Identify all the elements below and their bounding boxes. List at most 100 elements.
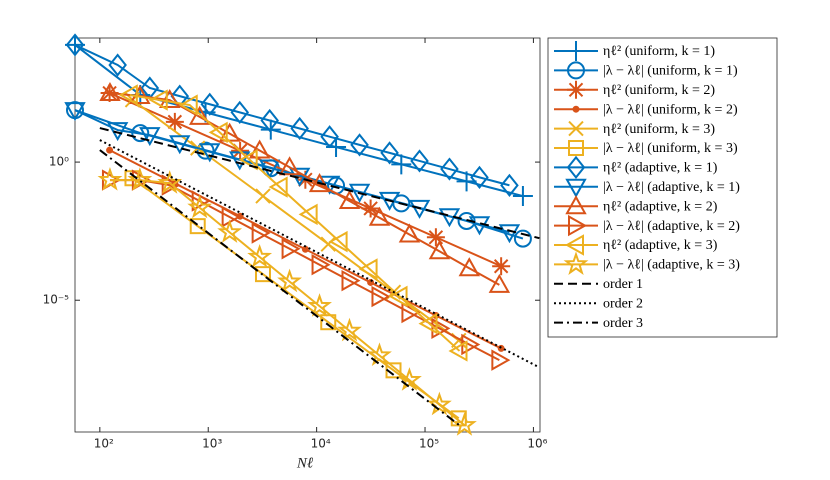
legend-label: ηℓ² (adaptive, k = 2) [603, 199, 718, 214]
legend-label: ηℓ² (adaptive, k = 1) [603, 161, 718, 176]
legend-label: ηℓ² (uniform, k = 3) [603, 122, 715, 137]
marker [208, 121, 228, 144]
marker [127, 167, 153, 191]
marker [118, 84, 138, 106]
legend-label: ηℓ² (uniform, k = 2) [603, 83, 715, 98]
marker [178, 94, 198, 116]
legend-label: order 2 [603, 296, 643, 311]
marker [378, 191, 401, 211]
marker [169, 135, 191, 155]
legend-marker [564, 234, 584, 256]
legend-marker [572, 105, 580, 113]
legend-marker [568, 120, 584, 137]
marker [139, 127, 161, 147]
legend-marker [567, 61, 585, 80]
marker [65, 33, 85, 57]
marker [500, 173, 519, 197]
legend-label: ηℓ² (adaptive, k = 3) [603, 238, 718, 253]
legend-marker [565, 195, 587, 215]
marker [428, 240, 451, 260]
marker [64, 102, 86, 122]
marker [448, 340, 468, 362]
marker [341, 269, 361, 292]
legend-marker [568, 214, 588, 237]
marker [255, 188, 271, 204]
marker [368, 206, 391, 226]
marker [391, 154, 412, 175]
x-tick-label: 10⁴ [311, 437, 331, 451]
y-tick-label: 10⁰ [49, 155, 69, 169]
marker [388, 285, 408, 308]
marker [367, 342, 392, 367]
marker [458, 257, 480, 277]
marker [188, 105, 211, 125]
marker [230, 100, 250, 124]
legend-label: ηℓ² (uniform, k = 1) [603, 44, 715, 59]
marker [426, 228, 445, 247]
marker [217, 219, 243, 243]
marker [350, 133, 369, 157]
x-tick-label: 10⁵ [419, 437, 439, 451]
marker [311, 253, 331, 276]
marker [512, 186, 533, 207]
marker [108, 53, 127, 77]
marker [498, 224, 521, 244]
marker [200, 92, 220, 116]
marker [298, 203, 318, 226]
marker [307, 293, 332, 317]
marker [100, 84, 119, 103]
marker [148, 89, 168, 111]
plot-frame [74, 37, 541, 433]
marker [408, 199, 431, 219]
legend-label: |λ − λℓ| (uniform, k = 1) [603, 64, 738, 79]
marker [158, 89, 181, 109]
marker [161, 174, 181, 196]
marker [513, 229, 532, 248]
marker [106, 122, 129, 142]
series-line [99, 127, 540, 240]
legend-marker [568, 140, 584, 156]
legend-label: |λ − λℓ| (adaptive, k = 1) [603, 180, 740, 195]
marker [268, 176, 288, 198]
legend-label: |λ − λℓ| (uniform, k = 2) [603, 102, 738, 117]
marker [199, 143, 221, 163]
marker [308, 173, 331, 193]
marker [361, 199, 380, 218]
marker [189, 218, 206, 235]
series-line [74, 44, 510, 187]
marker [258, 159, 281, 179]
marker [371, 285, 391, 308]
legend-marker [566, 41, 586, 61]
series-line [131, 177, 460, 420]
marker [401, 301, 421, 324]
marker [247, 243, 273, 268]
legend-label: |λ − λℓ| (adaptive, k = 3) [603, 258, 740, 273]
marker [277, 268, 302, 293]
marker [65, 34, 85, 55]
marker [328, 230, 348, 253]
marker [99, 81, 121, 102]
legend-marker [565, 178, 587, 198]
marker [278, 156, 301, 176]
marker [491, 349, 511, 371]
series-line [129, 94, 461, 352]
marker [320, 314, 337, 331]
x-tick-label: 10⁶ [527, 437, 547, 451]
marker [452, 412, 477, 436]
marker [97, 167, 123, 191]
marker [281, 238, 301, 260]
x-tick-label: 10² [94, 437, 114, 451]
marker [187, 194, 213, 219]
marker [492, 257, 511, 276]
marker [221, 206, 241, 228]
marker [358, 258, 378, 280]
marker [397, 367, 422, 391]
marker [398, 223, 421, 243]
marker [290, 116, 309, 141]
marker [254, 266, 271, 283]
legend-marker [567, 80, 585, 99]
marker [260, 108, 279, 133]
marker [165, 112, 184, 131]
